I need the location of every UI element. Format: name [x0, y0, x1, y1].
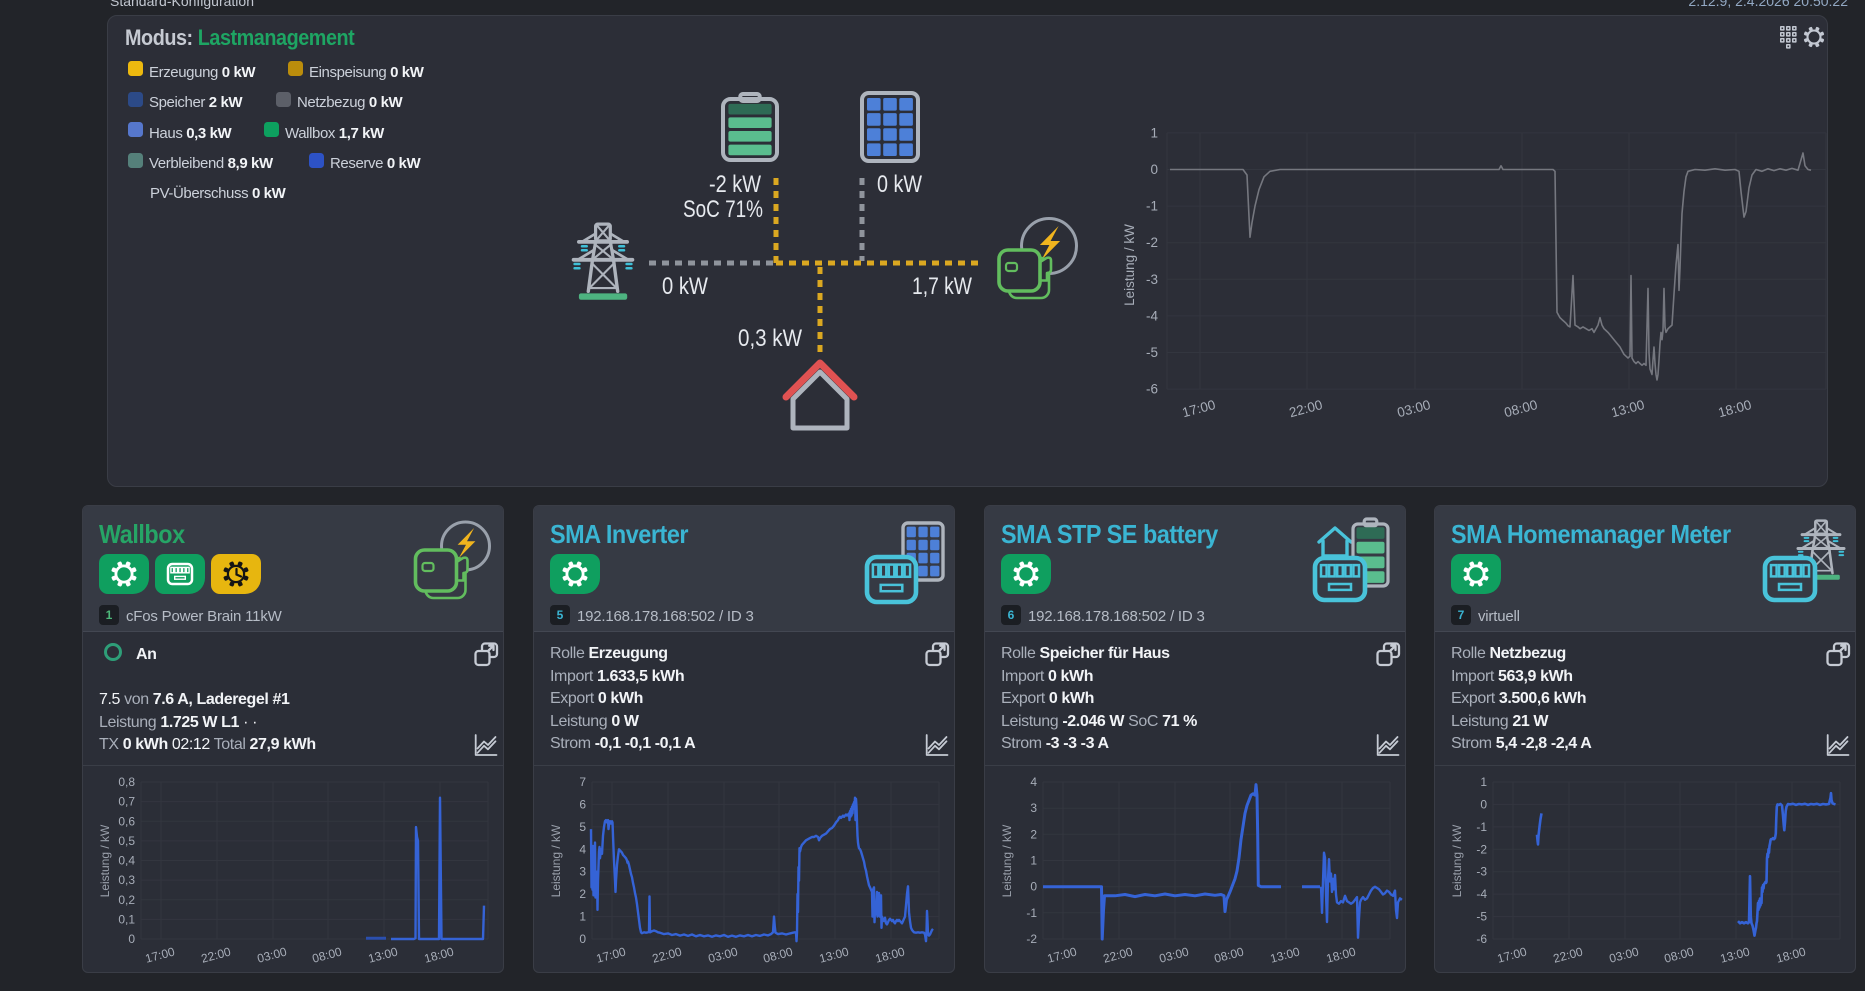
svg-text:6: 6: [579, 797, 586, 811]
svg-text:1: 1: [1030, 854, 1037, 868]
svg-text:22:00: 22:00: [1288, 397, 1325, 420]
svg-text:0,2: 0,2: [118, 893, 135, 907]
svg-text:08:00: 08:00: [1213, 944, 1246, 965]
svg-text:Leistung / kW: Leistung / kW: [1450, 824, 1464, 897]
svg-text:0,8: 0,8: [118, 775, 135, 789]
svg-text:Leistung / kW: Leistung / kW: [98, 824, 112, 897]
svg-text:-5: -5: [1476, 910, 1487, 924]
svg-text:4: 4: [1030, 775, 1037, 789]
svg-text:-1: -1: [1146, 199, 1158, 214]
svg-text:2: 2: [1030, 827, 1037, 841]
svg-text:-1: -1: [1026, 906, 1037, 920]
svg-text:08:00: 08:00: [1503, 397, 1540, 420]
svg-text:7: 7: [579, 775, 586, 789]
svg-text:1: 1: [1480, 775, 1487, 789]
svg-text:0: 0: [128, 932, 135, 946]
svg-text:08:00: 08:00: [1663, 944, 1696, 965]
svg-text:-6: -6: [1476, 932, 1487, 946]
svg-text:18:00: 18:00: [1717, 397, 1754, 420]
svg-text:22:00: 22:00: [1102, 944, 1135, 965]
svg-text:-6: -6: [1146, 382, 1158, 397]
svg-text:13:00: 13:00: [367, 944, 400, 965]
svg-text:18:00: 18:00: [874, 944, 907, 965]
svg-text:-2: -2: [1026, 932, 1037, 946]
svg-text:13:00: 13:00: [1719, 944, 1752, 965]
svg-text:-2: -2: [1476, 842, 1487, 856]
svg-text:0 kW: 0 kW: [662, 273, 708, 300]
svg-text:-4: -4: [1146, 308, 1158, 323]
svg-text:0: 0: [1480, 797, 1487, 811]
svg-text:1,7 kW: 1,7 kW: [912, 273, 972, 300]
svg-text:0,7: 0,7: [118, 795, 135, 809]
svg-text:22:00: 22:00: [200, 944, 233, 965]
svg-text:-2: -2: [1146, 235, 1158, 250]
svg-text:-4: -4: [1476, 887, 1487, 901]
svg-text:4: 4: [579, 842, 586, 856]
svg-text:22:00: 22:00: [651, 944, 684, 965]
svg-text:1: 1: [1150, 125, 1158, 140]
svg-text:3: 3: [579, 865, 586, 879]
svg-text:0: 0: [1150, 162, 1158, 177]
svg-text:0: 0: [1030, 880, 1037, 894]
svg-text:0,3: 0,3: [118, 873, 135, 887]
svg-text:22:00: 22:00: [1552, 944, 1585, 965]
svg-text:08:00: 08:00: [762, 944, 795, 965]
svg-text:Leistung / kW: Leistung / kW: [549, 824, 563, 897]
svg-text:13:00: 13:00: [1610, 397, 1647, 420]
svg-text:13:00: 13:00: [1269, 944, 1302, 965]
svg-text:18:00: 18:00: [1325, 944, 1358, 965]
svg-text:-2 kW: -2 kW: [709, 171, 761, 198]
svg-text:SoC 71%: SoC 71%: [683, 196, 763, 223]
svg-text:18:00: 18:00: [1775, 944, 1808, 965]
svg-text:17:00: 17:00: [1496, 944, 1529, 965]
svg-text:0,4: 0,4: [118, 854, 135, 868]
svg-text:03:00: 03:00: [1158, 944, 1191, 965]
svg-text:5: 5: [579, 820, 586, 834]
svg-text:03:00: 03:00: [1396, 397, 1433, 420]
svg-text:17:00: 17:00: [144, 944, 177, 965]
svg-text:-1: -1: [1476, 820, 1487, 834]
svg-text:2: 2: [579, 887, 586, 901]
svg-text:0,5: 0,5: [118, 834, 135, 848]
svg-text:Leistung / kW: Leistung / kW: [1122, 224, 1137, 306]
svg-text:08:00: 08:00: [311, 944, 344, 965]
svg-text:0,6: 0,6: [118, 814, 135, 828]
svg-text:17:00: 17:00: [595, 944, 628, 965]
svg-text:03:00: 03:00: [256, 944, 289, 965]
svg-text:17:00: 17:00: [1181, 397, 1218, 420]
svg-text:17:00: 17:00: [1046, 944, 1079, 965]
svg-text:3: 3: [1030, 801, 1037, 815]
svg-text:03:00: 03:00: [707, 944, 740, 965]
svg-text:13:00: 13:00: [818, 944, 851, 965]
svg-text:1: 1: [579, 910, 586, 924]
svg-text:-3: -3: [1146, 272, 1158, 287]
svg-text:0,1: 0,1: [118, 912, 135, 926]
svg-text:Leistung / kW: Leistung / kW: [1000, 824, 1014, 897]
svg-text:0 kW: 0 kW: [877, 171, 922, 198]
svg-text:0,3 kW: 0,3 kW: [738, 325, 802, 352]
svg-text:18:00: 18:00: [423, 944, 456, 965]
svg-text:0: 0: [579, 932, 586, 946]
svg-text:03:00: 03:00: [1608, 944, 1641, 965]
svg-text:-5: -5: [1146, 345, 1158, 360]
svg-text:-3: -3: [1476, 865, 1487, 879]
